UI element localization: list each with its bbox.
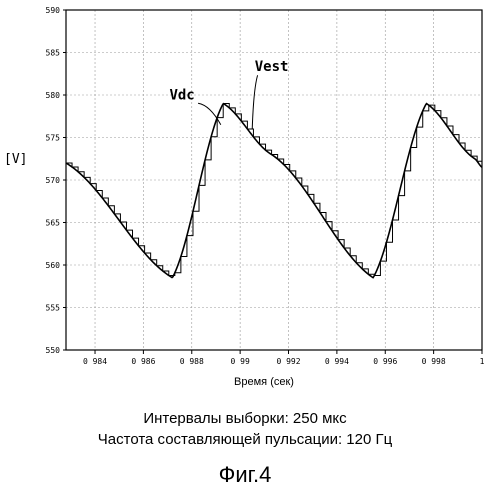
caption-sampling-interval: Интервалы выборки: 250 мкс <box>0 410 490 427</box>
y-tick-label: 580 <box>46 91 61 100</box>
y-tick-label: 570 <box>46 176 61 185</box>
y-tick-label: 590 <box>46 6 61 15</box>
x-tick-label: 0 986 <box>131 357 155 366</box>
x-tick-label: 0 992 <box>276 357 300 366</box>
y-tick-label: 585 <box>46 49 61 58</box>
series-line-vdc <box>66 104 482 278</box>
x-tick-label: 0 994 <box>325 357 349 366</box>
caption-ripple-frequency: Частота составляющей пульсации: 120 Гц <box>0 431 490 448</box>
chart-annotations: Vdc Vest <box>169 59 288 129</box>
x-tick-label: 0 998 <box>422 357 446 366</box>
chart-series <box>66 104 482 278</box>
annotation-vdc: Vdc <box>169 87 194 103</box>
x-tick-label: 0 984 <box>83 357 107 366</box>
x-tick-label: 0 996 <box>373 357 397 366</box>
x-axis-label: Время (сек) <box>234 376 294 388</box>
figure-label: Фиг.4 <box>0 462 490 488</box>
annotation-leader-line <box>252 75 257 129</box>
y-tick-label: 560 <box>46 261 61 270</box>
y-tick-label: 575 <box>46 134 61 143</box>
x-tick-label: 0 988 <box>180 357 204 366</box>
y-tick-label: 555 <box>46 304 61 313</box>
y-tick-label: 565 <box>46 219 61 228</box>
series-line-vest <box>66 104 482 276</box>
x-tick-label: 0 99 <box>231 357 250 366</box>
annotation-vest: Vest <box>255 59 289 75</box>
y-tick-label: 550 <box>46 346 61 355</box>
y-axis-label: [V] <box>4 152 27 167</box>
x-tick-label: 1 <box>480 357 485 366</box>
